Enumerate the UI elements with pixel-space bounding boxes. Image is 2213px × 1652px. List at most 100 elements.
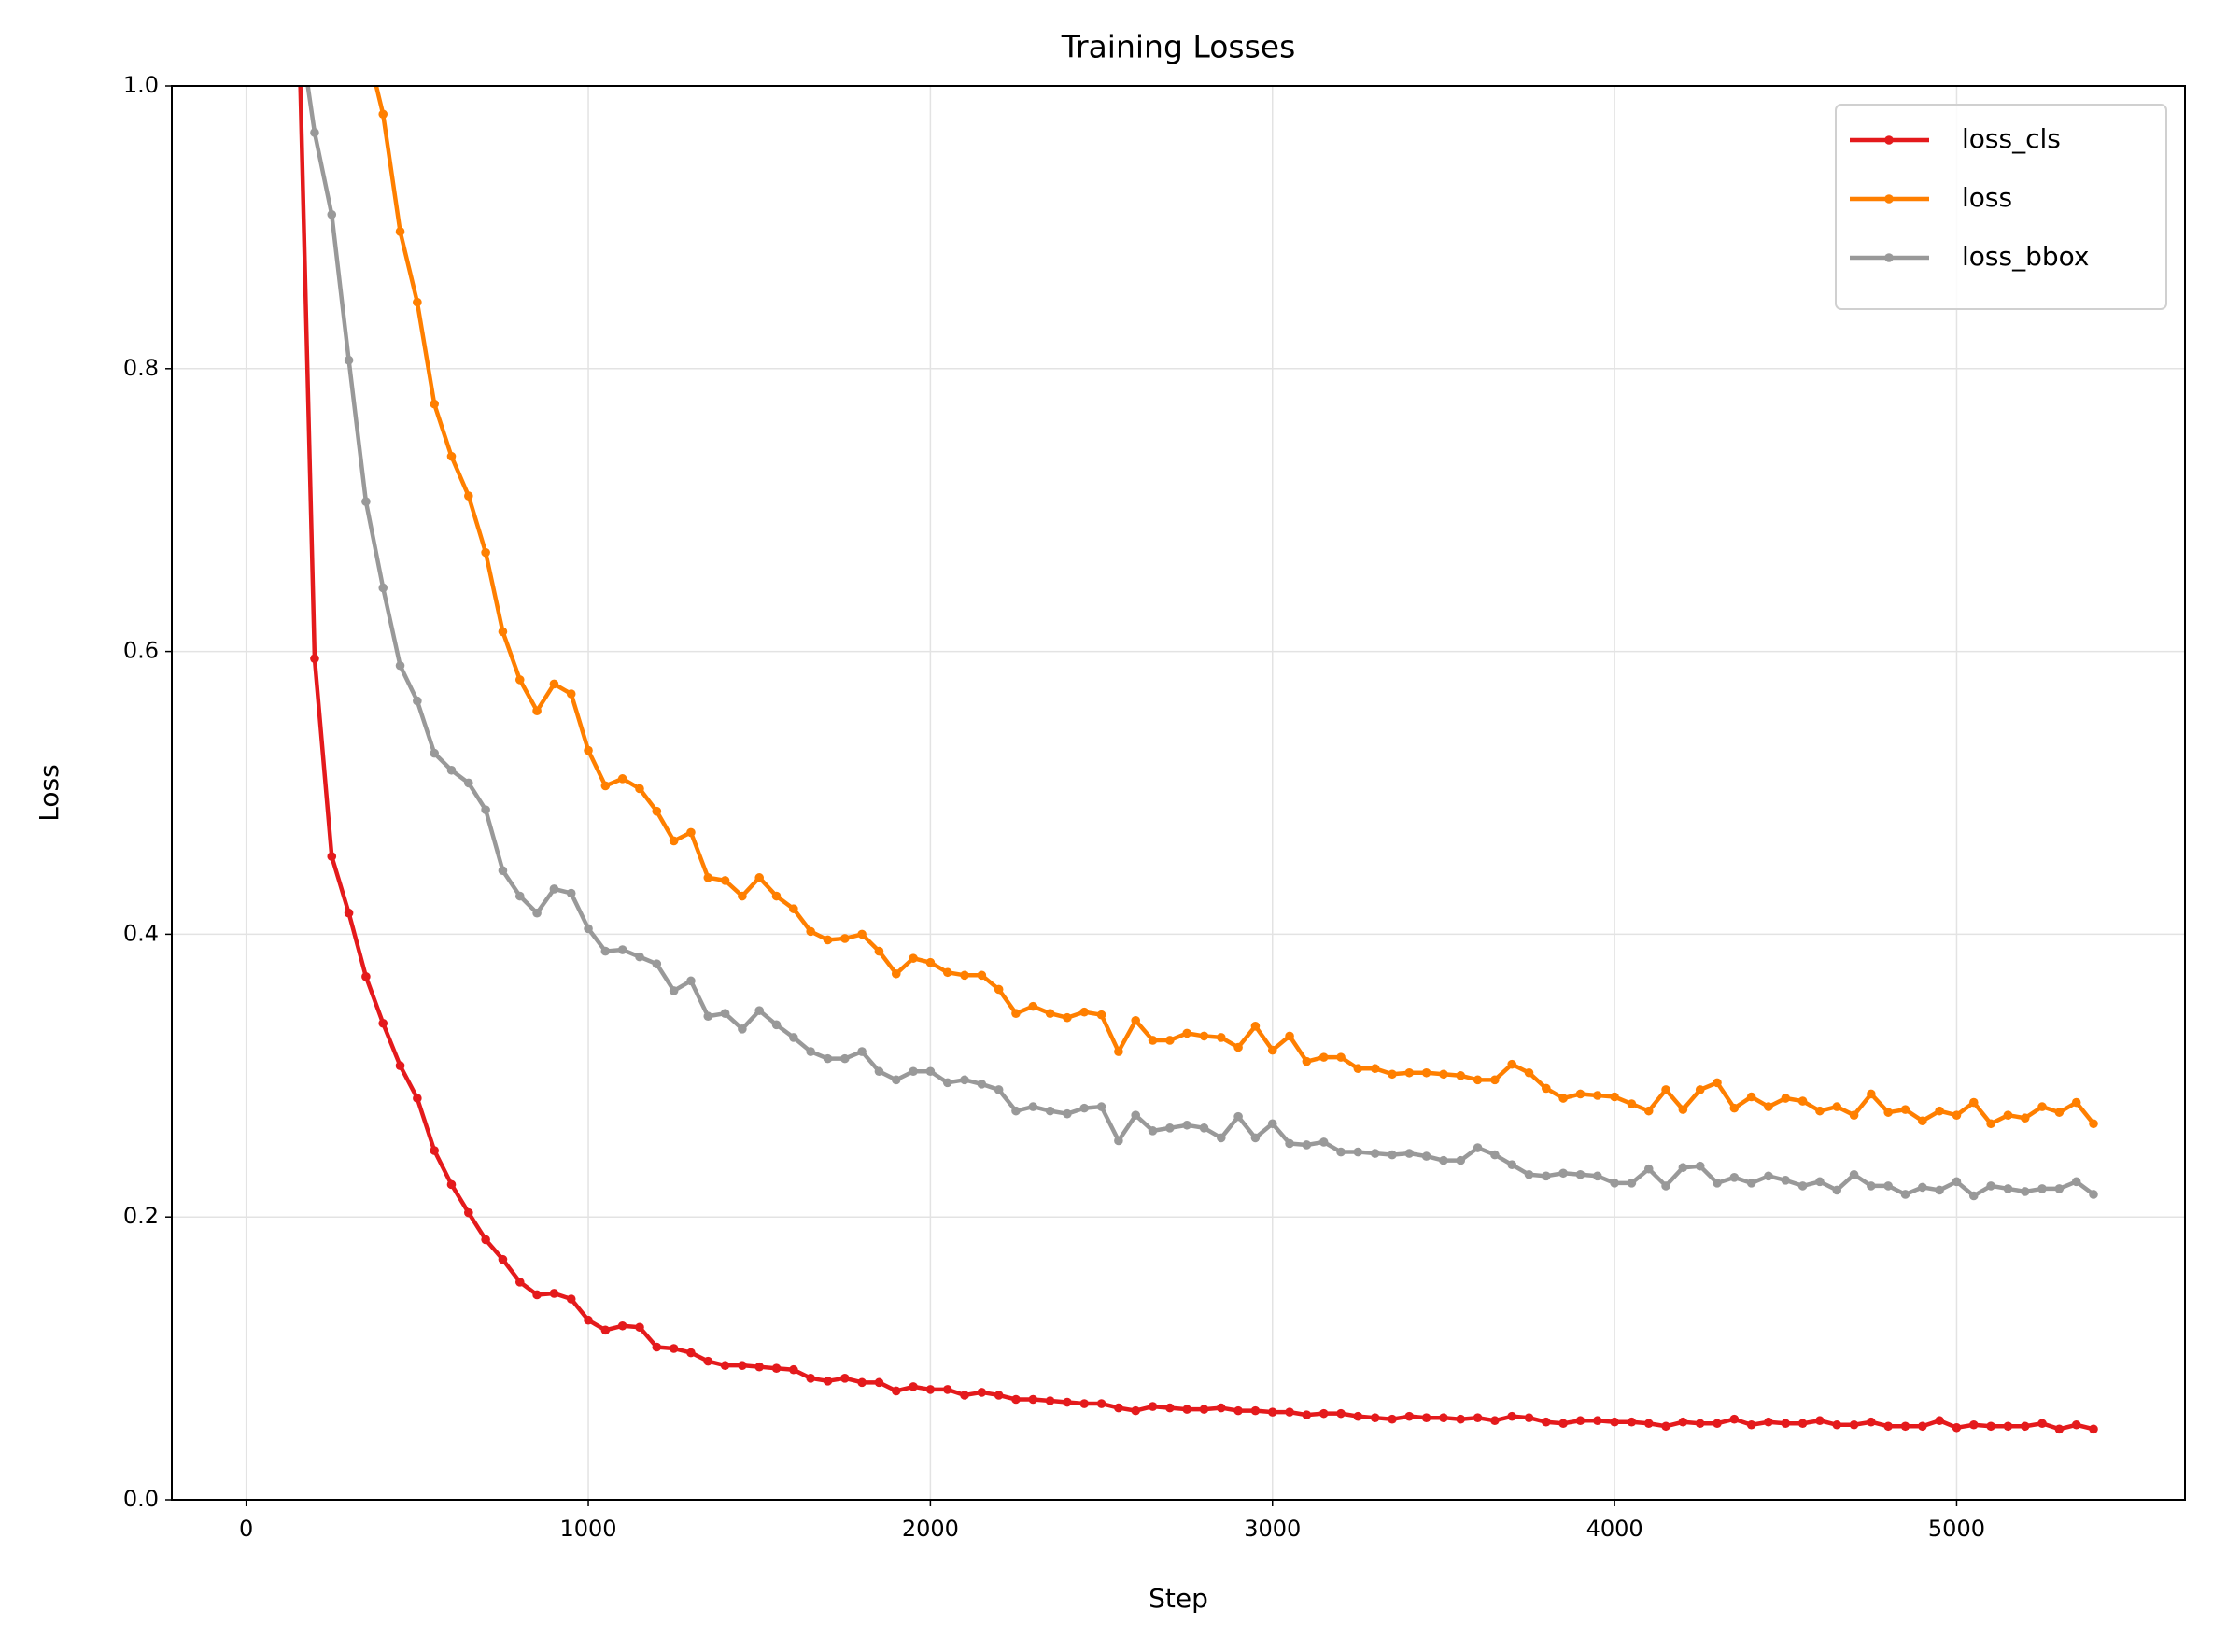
data-point xyxy=(771,1363,782,1373)
chart-title: Training Losses xyxy=(1061,29,1296,65)
data-point xyxy=(1028,1001,1038,1011)
data-point xyxy=(2037,1419,2047,1429)
data-point xyxy=(532,706,542,715)
data-point xyxy=(1832,1419,1842,1430)
data-point xyxy=(2037,1184,2047,1193)
data-point xyxy=(960,1391,969,1400)
data-point xyxy=(1575,1169,1586,1179)
data-point xyxy=(652,959,662,968)
data-point xyxy=(669,986,679,995)
data-point xyxy=(1370,1149,1380,1158)
data-point xyxy=(857,1377,867,1388)
data-point xyxy=(703,1011,713,1022)
data-point xyxy=(942,967,952,978)
data-point xyxy=(1592,1416,1602,1426)
data-point xyxy=(1935,1106,1944,1116)
data-point xyxy=(1729,1173,1740,1182)
data-point xyxy=(464,491,473,501)
data-point xyxy=(2089,1190,2098,1199)
data-point xyxy=(2089,1424,2098,1434)
data-point xyxy=(1610,1092,1619,1102)
y-axis-label: Loss xyxy=(34,764,64,821)
data-point xyxy=(977,1080,987,1089)
data-point xyxy=(1678,1105,1688,1114)
data-point xyxy=(1165,1123,1175,1133)
data-point xyxy=(1456,1071,1466,1080)
data-point xyxy=(1216,1133,1226,1143)
data-point xyxy=(395,227,405,236)
data-point xyxy=(1900,1421,1910,1432)
data-point xyxy=(635,1322,644,1333)
data-point xyxy=(1627,1417,1637,1427)
data-point xyxy=(960,970,969,981)
data-point xyxy=(549,884,559,894)
data-point xyxy=(566,1294,576,1304)
data-point xyxy=(1388,1414,1397,1424)
data-point xyxy=(1781,1419,1791,1429)
x-tick-label: 0 xyxy=(239,1516,253,1542)
data-point xyxy=(2003,1110,2013,1120)
data-point xyxy=(1148,1126,1158,1136)
data-point xyxy=(2020,1421,2030,1432)
data-point xyxy=(635,784,644,794)
data-point xyxy=(1524,1413,1534,1422)
data-point xyxy=(703,873,713,882)
data-point xyxy=(942,1385,952,1394)
series-line xyxy=(305,86,2095,1198)
data-point xyxy=(378,1018,388,1028)
data-point xyxy=(652,1342,662,1352)
data-point xyxy=(1388,1069,1397,1080)
data-point xyxy=(2054,1424,2065,1434)
data-point xyxy=(1318,1052,1329,1062)
data-point xyxy=(327,209,337,219)
data-point xyxy=(378,583,388,593)
data-point xyxy=(1199,1031,1209,1041)
data-point xyxy=(1678,1417,1688,1427)
data-point xyxy=(1336,1408,1346,1419)
data-point xyxy=(1063,1397,1072,1407)
data-point xyxy=(1968,1191,1979,1201)
data-point xyxy=(498,866,508,876)
data-point xyxy=(840,1053,850,1064)
y-tick-label: 0.6 xyxy=(123,638,159,664)
data-point xyxy=(1473,1413,1483,1422)
data-point xyxy=(1404,1411,1415,1421)
x-axis-label: Step xyxy=(1149,1583,1208,1614)
data-point xyxy=(1045,1106,1055,1116)
data-point xyxy=(1678,1163,1688,1173)
data-point xyxy=(840,934,850,943)
data-point xyxy=(1729,1414,1740,1424)
data-point xyxy=(1627,1099,1637,1108)
data-point xyxy=(1713,1179,1722,1188)
data-point xyxy=(942,1078,952,1088)
data-point xyxy=(1079,1007,1090,1017)
data-point xyxy=(669,1344,679,1353)
data-point xyxy=(1473,1075,1483,1085)
data-point xyxy=(754,1362,765,1372)
data-point xyxy=(1867,1181,1876,1191)
data-point xyxy=(1233,1042,1243,1052)
data-point xyxy=(1524,1169,1534,1179)
data-point xyxy=(1079,1103,1090,1113)
data-point xyxy=(1867,1089,1876,1099)
data-point xyxy=(1233,1111,1243,1122)
data-point xyxy=(703,1356,713,1366)
data-point xyxy=(720,876,730,885)
data-point xyxy=(1781,1094,1791,1103)
data-point xyxy=(720,1361,730,1370)
data-point xyxy=(1627,1179,1637,1188)
data-point xyxy=(1713,1078,1722,1088)
data-point xyxy=(1148,1036,1158,1045)
data-point xyxy=(1285,1407,1294,1417)
data-point xyxy=(1764,1171,1773,1181)
data-point xyxy=(566,689,576,699)
data-point xyxy=(617,945,627,954)
data-point xyxy=(430,748,439,758)
data-point xyxy=(925,1066,936,1077)
data-point xyxy=(909,953,918,963)
legend-marker xyxy=(1884,135,1894,145)
data-point xyxy=(1148,1402,1158,1411)
data-point xyxy=(754,1006,765,1015)
data-point xyxy=(1610,1179,1619,1188)
